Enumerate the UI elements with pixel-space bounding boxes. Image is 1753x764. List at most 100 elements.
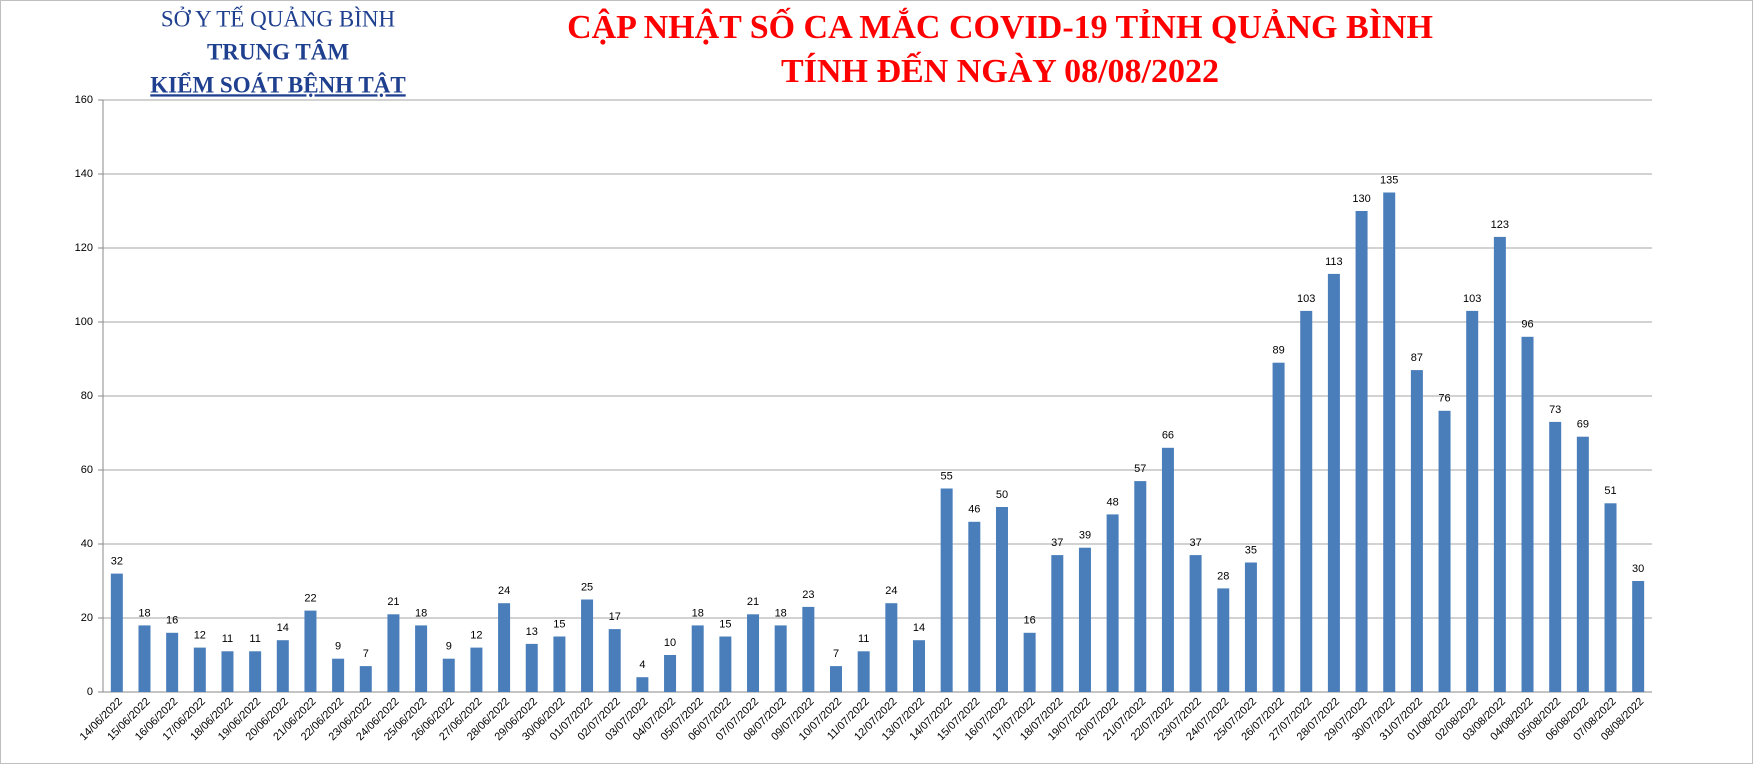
bar	[830, 666, 843, 692]
value-label: 96	[1521, 319, 1533, 331]
bar	[1272, 362, 1285, 692]
y-tick-label: 0	[87, 686, 93, 698]
value-label: 7	[833, 648, 839, 660]
bar	[1410, 370, 1423, 692]
bar	[968, 521, 981, 692]
bar	[415, 625, 428, 692]
organization-line: TRUNG TÂM	[207, 38, 349, 64]
bar	[608, 629, 621, 692]
bar	[912, 640, 925, 692]
value-label: 24	[885, 585, 897, 597]
bar	[498, 603, 511, 692]
value-label: 11	[858, 633, 869, 645]
value-label: 135	[1380, 174, 1398, 186]
value-label: 73	[1549, 404, 1561, 416]
bar	[774, 625, 787, 692]
bar	[747, 614, 760, 692]
bar	[304, 610, 317, 692]
bar	[110, 573, 123, 692]
bar	[166, 632, 179, 692]
bar	[1300, 310, 1313, 692]
bar	[1576, 436, 1589, 692]
bar	[1632, 581, 1645, 692]
organization-line: KIỂM SOÁT BỆNH TẬT	[150, 71, 405, 97]
bar	[1549, 421, 1562, 692]
value-label: 11	[249, 633, 260, 645]
value-label: 12	[194, 630, 206, 642]
value-label: 18	[138, 607, 150, 619]
bar	[1161, 447, 1174, 692]
bar	[1493, 236, 1506, 692]
bar	[1244, 562, 1257, 692]
value-label: 37	[1051, 537, 1063, 549]
value-label: 39	[1079, 530, 1091, 542]
value-label: 9	[446, 641, 452, 653]
bar	[636, 677, 649, 692]
bar	[249, 651, 262, 692]
value-label: 24	[498, 585, 510, 597]
bar	[857, 651, 870, 692]
bar	[1438, 410, 1451, 692]
value-label: 103	[1463, 293, 1481, 305]
value-label: 18	[775, 607, 787, 619]
bar	[1327, 273, 1340, 692]
value-label: 14	[913, 622, 925, 634]
value-label: 35	[1245, 544, 1257, 556]
bar	[802, 606, 815, 692]
bar	[719, 636, 732, 692]
bar	[581, 599, 594, 692]
y-tick-label: 20	[81, 612, 93, 624]
y-tick-label: 60	[81, 464, 93, 476]
value-label: 130	[1352, 193, 1370, 205]
bar	[332, 658, 345, 692]
y-tick-label: 80	[81, 390, 93, 402]
y-tick-label: 40	[81, 538, 93, 550]
y-tick-label: 120	[75, 242, 93, 254]
bar	[221, 651, 234, 692]
value-label: 13	[526, 626, 538, 638]
bar	[1604, 503, 1617, 692]
bar	[359, 666, 372, 692]
value-label: 30	[1632, 563, 1644, 575]
bar	[387, 614, 400, 692]
bar	[1355, 211, 1368, 692]
bar	[553, 636, 566, 692]
value-label: 9	[335, 641, 341, 653]
value-label: 57	[1134, 463, 1146, 475]
value-label: 123	[1491, 219, 1509, 231]
value-label: 17	[609, 611, 621, 623]
bar	[1466, 310, 1479, 692]
value-label: 50	[996, 489, 1008, 501]
bar	[442, 658, 455, 692]
organization-line: SỞ Y TẾ QUẢNG BÌNH	[161, 5, 395, 31]
bar	[1521, 336, 1534, 692]
bar	[1383, 192, 1396, 692]
bar	[1217, 588, 1230, 692]
value-label: 21	[747, 596, 759, 608]
value-label: 25	[581, 581, 593, 593]
value-label: 66	[1162, 430, 1174, 442]
value-label: 22	[304, 593, 316, 605]
bar	[525, 643, 538, 692]
value-label: 18	[692, 607, 704, 619]
value-label: 12	[470, 630, 482, 642]
y-tick-label: 100	[75, 316, 93, 328]
value-label: 48	[1106, 496, 1118, 508]
bar	[995, 507, 1008, 692]
value-label: 11	[222, 633, 233, 645]
value-label: 4	[639, 659, 645, 671]
bar	[276, 640, 289, 692]
value-label: 18	[415, 607, 427, 619]
bar	[193, 647, 206, 692]
chart-title: CẬP NHẬT SỐ CA MẮC COVID-19 TỈNH QUẢNG B…	[567, 7, 1433, 46]
value-label: 32	[111, 556, 123, 568]
bar	[1023, 632, 1036, 692]
value-label: 51	[1604, 485, 1616, 497]
y-tick-label: 140	[75, 168, 93, 180]
bar	[691, 625, 704, 692]
value-label: 23	[802, 589, 814, 601]
bar	[1134, 481, 1147, 692]
value-label: 55	[941, 470, 953, 482]
